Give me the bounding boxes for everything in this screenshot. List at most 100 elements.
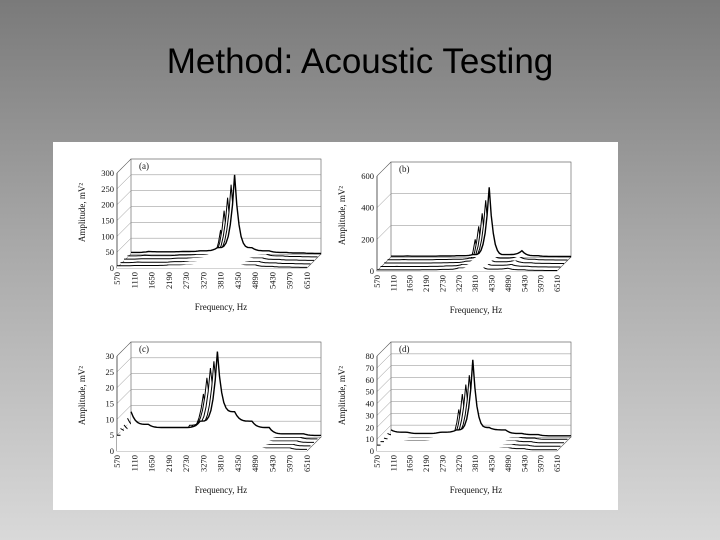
side-edge — [376, 341, 392, 357]
x-tick-label: 3810 — [470, 455, 480, 472]
x-tick-label: 5970 — [285, 455, 295, 472]
side-gridline — [376, 365, 392, 380]
x-axis-label: Frequency, Hz — [450, 305, 502, 315]
x-tick-label: 5970 — [285, 272, 295, 289]
x-tick-label: 1110 — [388, 455, 398, 471]
x-tick-label: 6510 — [552, 275, 562, 292]
x-axis-label: Frequency, Hz — [195, 302, 247, 312]
side-gridline — [116, 357, 132, 373]
panel-label: (b) — [399, 164, 410, 174]
slide-title: Method: Acoustic Testing — [166, 42, 554, 81]
y-tick-label: 25 — [106, 367, 115, 377]
y-tick-label: 200 — [101, 200, 114, 210]
side-gridline — [376, 389, 392, 404]
x-tick-label: 2730 — [181, 455, 191, 472]
y-tick-label: 60 — [366, 375, 375, 385]
x-tick-label: 570 — [112, 272, 122, 285]
side-gridline — [376, 413, 392, 428]
side-gridline — [116, 190, 132, 205]
chart-2: 0 200 400 600 570 1110 1650 2190 2730 3270 3810 435… — [337, 161, 572, 315]
y-tick-label: 100 — [101, 231, 114, 241]
x-tick-label: 1650 — [405, 455, 415, 472]
side-edge — [376, 161, 392, 177]
x-tick-label: 2730 — [181, 272, 191, 289]
x-tick-label: 4350 — [233, 272, 243, 289]
y-tick-label: 10 — [366, 434, 375, 444]
y-tick-label: 15 — [106, 399, 115, 409]
x-axis-label: Frequency, Hz — [450, 485, 502, 495]
series-fill — [391, 359, 571, 437]
y-tick-label: 150 — [101, 216, 114, 226]
x-tick-label: 5970 — [536, 455, 546, 472]
x-tick-label: 2190 — [164, 455, 174, 472]
x-tick-label: 6510 — [302, 455, 312, 472]
x-tick-label: 4890 — [250, 455, 260, 472]
x-tick-label: 4890 — [250, 272, 260, 289]
x-tick-label: 1110 — [388, 275, 398, 291]
x-tick-label: 4350 — [487, 455, 497, 472]
y-axis-label: Amplitude, mV² — [77, 183, 87, 242]
x-tick-label: 4890 — [503, 275, 513, 292]
x-tick-label: 2190 — [421, 275, 431, 292]
x-tick-label: 1110 — [129, 455, 139, 471]
y-tick-label: 30 — [106, 351, 115, 361]
y-tick-label: 70 — [366, 363, 375, 373]
side-gridline — [116, 206, 132, 221]
panel-label: (a) — [139, 161, 149, 171]
y-axis-label: Amplitude, mV² — [77, 366, 87, 425]
x-tick-label: 5430 — [519, 275, 529, 292]
y-tick-label: 300 — [101, 168, 114, 178]
side-gridline — [116, 405, 132, 420]
x-tick-label: 5430 — [519, 455, 529, 472]
side-gridline — [376, 424, 392, 440]
series-fill — [131, 351, 321, 437]
x-axis-label: Frequency, Hz — [195, 485, 247, 495]
side-gridline — [376, 193, 392, 208]
y-tick-label: 0 — [110, 263, 114, 273]
y-tick-label: 20 — [106, 383, 115, 393]
y-tick-label: 5 — [110, 430, 114, 440]
x-tick-label: 3270 — [454, 455, 464, 472]
x-tick-label: 3270 — [198, 455, 208, 472]
x-tick-label: 570 — [112, 455, 122, 468]
figure-panel: 0 50 100 150 200 250 300 570 1110 1650 2190 2730 327… — [53, 142, 618, 510]
y-tick-label: 20 — [366, 422, 375, 432]
x-tick-label: 1650 — [405, 275, 415, 292]
side-gridline — [376, 377, 392, 392]
x-tick-label: 1650 — [147, 272, 157, 289]
x-tick-label: 5430 — [267, 272, 277, 289]
y-tick-label: 0 — [370, 266, 374, 276]
x-tick-label: 570 — [372, 275, 382, 288]
x-tick-label: 3810 — [470, 275, 480, 292]
x-tick-label: 5430 — [267, 455, 277, 472]
y-tick-label: 80 — [366, 351, 375, 361]
y-axis-label: Amplitude, mV² — [337, 366, 347, 425]
series-line — [131, 174, 321, 255]
x-tick-label: 4350 — [487, 275, 497, 292]
x-tick-label: 570 — [372, 455, 382, 468]
x-tick-label: 3270 — [454, 275, 464, 292]
y-tick-label: 0 — [370, 446, 374, 456]
x-tick-label: 2730 — [437, 275, 447, 292]
series-line — [130, 351, 321, 437]
side-gridline — [116, 373, 132, 388]
y-tick-label: 600 — [361, 171, 374, 181]
side-gridline — [116, 237, 132, 253]
y-tick-label: 10 — [106, 414, 115, 424]
y-tick-label: 50 — [106, 247, 115, 257]
y-tick-label: 0 — [110, 446, 114, 456]
y-tick-label: 200 — [361, 234, 374, 244]
y-tick-label: 50 — [366, 387, 375, 397]
x-tick-label: 1110 — [129, 272, 139, 288]
x-tick-label: 2730 — [437, 455, 447, 472]
x-tick-label: 3810 — [216, 455, 226, 472]
side-edge — [116, 341, 132, 357]
x-tick-label: 6510 — [302, 272, 312, 289]
y-tick-label: 250 — [101, 184, 114, 194]
side-gridline — [116, 174, 132, 190]
x-tick-label: 3810 — [216, 272, 226, 289]
side-gridline — [376, 401, 392, 416]
side-gridline — [376, 225, 392, 240]
